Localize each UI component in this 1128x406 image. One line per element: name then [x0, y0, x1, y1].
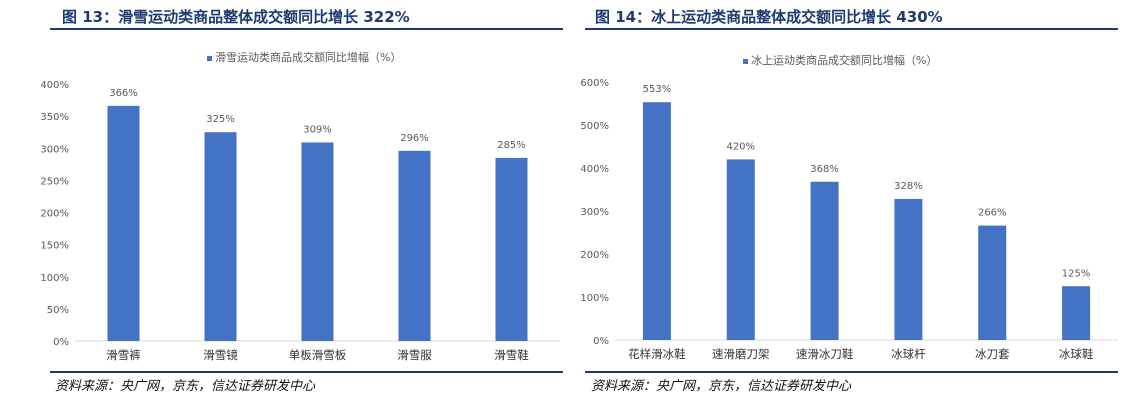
y-tick-label: 250%: [40, 176, 69, 187]
y-tick-label: 300%: [40, 144, 69, 155]
bar: [810, 181, 839, 340]
x-tick-label: 滑雪镜: [203, 348, 238, 362]
y-tick-label: 0%: [53, 337, 69, 348]
bar: [301, 142, 334, 341]
bar: [642, 102, 671, 341]
y-tick-label: 50%: [47, 305, 69, 316]
bar: [107, 105, 140, 341]
figure-14-title: 图 14：冰上运动类商品整体成交额同比增长 430%: [595, 8, 943, 26]
data-label: 553%: [643, 84, 672, 95]
y-tick-label: 400%: [40, 80, 69, 91]
data-label: 325%: [206, 114, 235, 125]
x-tick-label: 冰球杆: [891, 347, 926, 361]
figure-13-title: 图 13：滑雪运动类商品整体成交额同比增长 322%: [62, 8, 410, 26]
title-underline: [50, 28, 563, 30]
data-label: 266%: [978, 208, 1007, 219]
x-tick-label: 花样滑冰鞋: [628, 347, 686, 361]
x-tick-label: 冰刀套: [975, 347, 1010, 361]
bar: [495, 157, 528, 341]
y-tick-label: 600%: [580, 78, 609, 89]
data-label: 125%: [1062, 268, 1091, 279]
data-label: 296%: [400, 133, 429, 144]
source-note: 资料来源：央广网，京东，信达证券研发中心: [55, 379, 316, 394]
source-note: 资料来源：央广网，京东，信达证券研发中心: [591, 379, 852, 394]
data-label: 368%: [810, 164, 839, 175]
x-tick-label: 速滑磨刀架: [712, 347, 770, 361]
bar: [726, 159, 755, 340]
x-tick-label: 滑雪服: [397, 348, 432, 362]
left-figure-panel: 图 13：滑雪运动类商品整体成交额同比增长 322% 滑雪运动类商品成交额同比增…: [0, 0, 563, 406]
data-label: 328%: [894, 181, 923, 192]
title-underline: [585, 28, 1118, 30]
bar: [894, 198, 923, 340]
legend-label: 滑雪运动类商品成交额同比增幅（%）: [215, 50, 401, 64]
data-label: 309%: [303, 124, 332, 135]
y-tick-label: 400%: [580, 164, 609, 175]
source-rule: [50, 371, 563, 373]
legend-label: 冰上运动类商品成交额同比增幅（%）: [751, 53, 937, 67]
x-tick-label: 滑雪鞋: [494, 348, 529, 362]
y-tick-label: 100%: [580, 293, 609, 304]
y-tick-label: 0%: [593, 336, 609, 347]
ice-sports-sales-bar-chart: 冰上运动类商品成交额同比增幅（%） 0% 100% 200% 300% 400% 500% 6…: [580, 53, 1118, 361]
y-tick-label: 200%: [580, 250, 609, 261]
bar: [398, 150, 431, 341]
data-label: 285%: [497, 140, 526, 151]
data-label: 420%: [726, 141, 755, 152]
legend-swatch: [743, 59, 748, 64]
right-figure-panel: 图 14：冰上运动类商品整体成交额同比增长 430% 冰上运动类商品成交额同比增…: [573, 0, 1128, 406]
data-label: 366%: [109, 88, 138, 99]
bar: [1062, 286, 1091, 340]
y-tick-label: 200%: [40, 209, 69, 220]
y-tick-label: 350%: [40, 112, 69, 123]
x-tick-label: 单板滑雪板: [289, 348, 347, 362]
x-tick-label: 冰球鞋: [1059, 347, 1094, 361]
x-tick-label: 速滑冰刀鞋: [796, 347, 854, 361]
legend-swatch: [207, 56, 212, 61]
y-tick-label: 300%: [580, 207, 609, 218]
ski-sales-bar-chart: 滑雪运动类商品成交额同比增幅（%） 0% 50% 100% 150% 200% 250% 30…: [40, 50, 560, 362]
y-tick-label: 150%: [40, 241, 69, 252]
bar: [204, 132, 237, 341]
y-tick-label: 500%: [580, 121, 609, 132]
bar: [978, 225, 1007, 340]
x-tick-label: 滑雪裤: [106, 348, 141, 362]
y-tick-label: 100%: [40, 273, 69, 284]
source-rule: [585, 371, 1118, 373]
